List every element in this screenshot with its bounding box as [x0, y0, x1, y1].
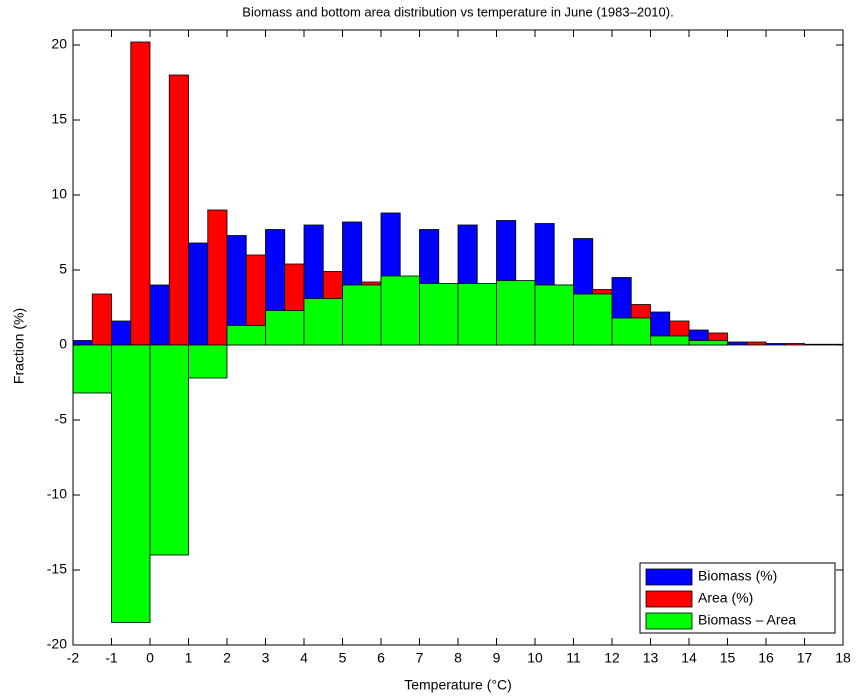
y-tick-label: -10 — [47, 486, 67, 502]
y-tick-label: 0 — [59, 336, 67, 352]
bar — [727, 341, 748, 346]
x-tick-label: 17 — [797, 650, 813, 666]
x-tick-label: 0 — [146, 650, 154, 666]
bar — [746, 341, 767, 346]
x-tick-label: -2 — [67, 650, 80, 666]
y-tick-label: 5 — [59, 261, 67, 277]
x-tick-label: 9 — [493, 650, 501, 666]
bar — [804, 343, 825, 346]
bar — [573, 293, 613, 346]
x-tick-label: -1 — [105, 650, 118, 666]
x-tick-label: 1 — [185, 650, 193, 666]
bar — [342, 284, 382, 346]
bar — [688, 340, 728, 346]
x-tick-label: 13 — [643, 650, 659, 666]
y-tick-label: -5 — [55, 411, 68, 427]
y-tick-label: 15 — [51, 111, 67, 127]
bar — [72, 344, 112, 394]
bar — [265, 310, 305, 346]
x-tick-label: 14 — [681, 650, 697, 666]
y-tick-label: -20 — [47, 636, 67, 652]
x-tick-label: 15 — [720, 650, 736, 666]
x-tick-label: 3 — [262, 650, 270, 666]
legend-label: Area (%) — [698, 590, 753, 606]
bar — [611, 317, 651, 346]
x-tick-label: 4 — [300, 650, 308, 666]
bar — [149, 284, 170, 346]
x-tick-label: 16 — [758, 650, 774, 666]
legend-swatch — [645, 612, 693, 630]
bar — [72, 340, 93, 346]
y-tick-label: 20 — [51, 36, 67, 52]
legend-swatch — [645, 590, 693, 608]
bar — [130, 41, 151, 346]
x-tick-label: 8 — [454, 650, 462, 666]
x-tick-label: 11 — [566, 650, 581, 666]
bar — [226, 325, 266, 346]
bar — [457, 283, 497, 346]
y-tick-label: -15 — [47, 561, 67, 577]
x-tick-label: 18 — [835, 650, 851, 666]
x-tick-label: 5 — [339, 650, 347, 666]
y-tick-label: 10 — [51, 186, 67, 202]
bar — [419, 283, 459, 346]
bar — [168, 74, 189, 346]
bar — [207, 209, 228, 346]
x-tick-label: 7 — [416, 650, 424, 666]
bar — [111, 344, 151, 623]
bar — [188, 242, 209, 346]
legend-swatch — [645, 568, 693, 586]
bar — [91, 293, 112, 346]
x-tick-label: 2 — [223, 650, 231, 666]
bar — [784, 343, 805, 346]
bar — [765, 343, 786, 346]
x-tick-label: 10 — [527, 650, 543, 666]
x-axis-label: Temperature (°C) — [404, 677, 512, 693]
y-axis-label: Fraction (%) — [11, 308, 27, 384]
bar — [303, 298, 343, 346]
legend-label: Biomass (%) — [698, 568, 777, 584]
bar — [380, 275, 420, 346]
x-tick-label: 12 — [604, 650, 620, 666]
bar — [650, 335, 690, 346]
bar — [149, 344, 189, 556]
bar — [534, 284, 574, 346]
bar — [111, 320, 132, 346]
legend-label: Biomass – Area — [698, 612, 796, 628]
bar — [496, 280, 536, 346]
x-tick-label: 6 — [377, 650, 385, 666]
chart-title: Biomass and bottom area distribution vs … — [242, 4, 673, 19]
bar — [188, 344, 228, 379]
